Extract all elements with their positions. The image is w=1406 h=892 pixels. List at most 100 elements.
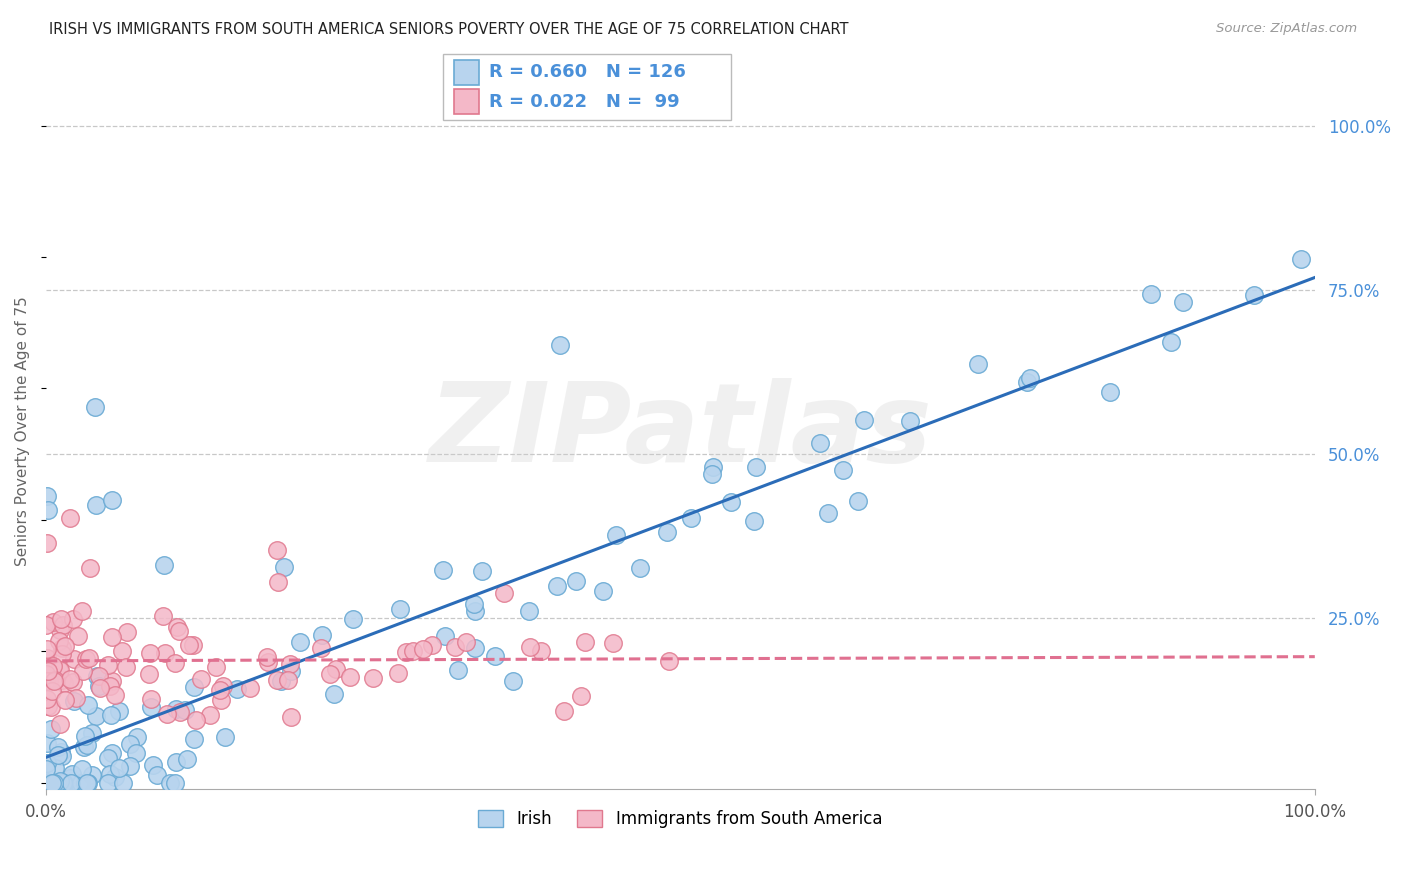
Point xyxy=(59,511,82,525)
Point xyxy=(52,617,75,632)
Point xyxy=(70,604,93,618)
Point xyxy=(190,672,212,686)
Point xyxy=(38,674,60,689)
Point xyxy=(73,729,96,743)
Point xyxy=(114,660,136,674)
Point xyxy=(41,683,63,698)
Point xyxy=(37,503,59,517)
Point xyxy=(107,704,129,718)
Point xyxy=(65,691,87,706)
Point xyxy=(1140,287,1163,301)
Point xyxy=(530,644,553,658)
Point xyxy=(37,775,59,789)
Point xyxy=(41,658,63,673)
Point xyxy=(59,672,82,686)
Point xyxy=(156,707,179,722)
Point xyxy=(702,459,724,474)
Legend: Irish, Immigrants from South America: Irish, Immigrants from South America xyxy=(472,803,889,835)
Point xyxy=(52,775,75,789)
Point xyxy=(35,617,58,632)
Point xyxy=(104,770,127,784)
Point xyxy=(80,726,103,740)
Point xyxy=(898,414,921,428)
Point xyxy=(35,775,58,789)
Point xyxy=(152,609,174,624)
Point xyxy=(76,775,98,789)
Point xyxy=(49,774,72,789)
Point xyxy=(153,558,176,572)
Point xyxy=(138,667,160,681)
Point xyxy=(395,645,418,659)
Point xyxy=(463,597,485,611)
Point xyxy=(84,498,107,512)
Point xyxy=(97,751,120,765)
Point xyxy=(41,775,63,789)
Point xyxy=(63,694,86,708)
Point xyxy=(76,738,98,752)
Point xyxy=(49,745,72,759)
Point xyxy=(204,659,226,673)
Point xyxy=(278,657,301,671)
Point xyxy=(117,624,139,639)
Point xyxy=(565,574,588,588)
Point xyxy=(319,667,342,681)
Point xyxy=(49,624,72,638)
Point xyxy=(169,705,191,719)
Point xyxy=(62,612,84,626)
Point xyxy=(183,731,205,746)
Point xyxy=(58,771,80,785)
Point xyxy=(273,559,295,574)
Point xyxy=(37,699,59,714)
Point xyxy=(87,669,110,683)
Point xyxy=(53,693,76,707)
Point xyxy=(35,756,58,771)
Point xyxy=(146,768,169,782)
Point xyxy=(37,665,59,679)
Point xyxy=(51,640,73,655)
Point xyxy=(702,467,724,482)
Point xyxy=(167,624,190,639)
Text: R = 0.660   N = 126: R = 0.660 N = 126 xyxy=(489,63,686,81)
Point xyxy=(153,646,176,660)
Point xyxy=(256,650,278,665)
Point xyxy=(42,775,65,789)
Point xyxy=(38,775,60,789)
Point xyxy=(1173,294,1195,309)
Point xyxy=(470,564,492,578)
Point xyxy=(456,635,478,649)
Point xyxy=(139,646,162,660)
Point xyxy=(166,620,188,634)
Point xyxy=(183,680,205,694)
Point xyxy=(51,647,73,661)
Point xyxy=(35,774,58,789)
Point xyxy=(51,673,73,688)
Point xyxy=(592,583,614,598)
Point xyxy=(73,739,96,754)
Point xyxy=(97,775,120,789)
Point xyxy=(44,774,66,789)
Point xyxy=(86,669,108,683)
Point xyxy=(100,674,122,689)
Point xyxy=(35,667,58,681)
Point xyxy=(266,673,288,687)
Point xyxy=(1015,375,1038,389)
Point xyxy=(51,748,73,763)
Point xyxy=(657,525,679,540)
Point xyxy=(35,775,58,789)
Point xyxy=(101,746,124,760)
Point xyxy=(120,737,142,751)
Point xyxy=(628,561,651,575)
Point xyxy=(139,691,162,706)
Point xyxy=(433,629,456,643)
Point xyxy=(75,652,97,666)
Point xyxy=(432,562,454,576)
Point xyxy=(112,775,135,789)
Point xyxy=(1160,334,1182,349)
Point xyxy=(1098,385,1121,400)
Point xyxy=(98,679,121,693)
Point xyxy=(63,652,86,666)
Point xyxy=(53,675,76,690)
Point xyxy=(266,542,288,557)
Point xyxy=(76,775,98,789)
Point xyxy=(53,640,76,654)
